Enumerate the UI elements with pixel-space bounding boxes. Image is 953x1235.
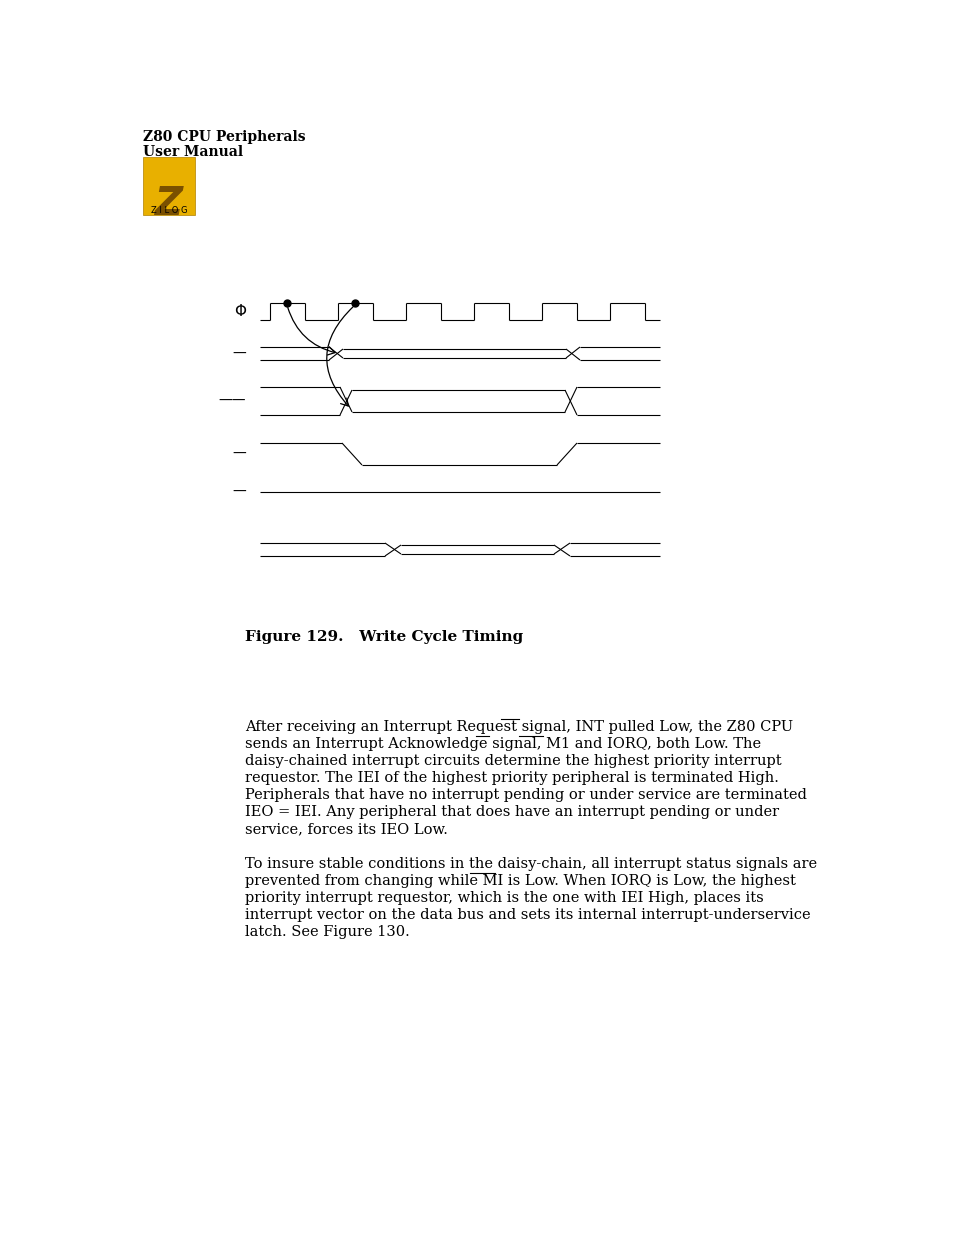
Text: service, forces its IEO Low.: service, forces its IEO Low.: [245, 823, 447, 836]
Text: ——: ——: [218, 394, 246, 408]
Text: —: —: [232, 485, 246, 499]
Text: Figure 129.   Write Cycle Timing: Figure 129. Write Cycle Timing: [245, 630, 522, 643]
Text: User Manual: User Manual: [143, 144, 243, 159]
Text: Z80 CPU Peripherals: Z80 CPU Peripherals: [143, 130, 305, 144]
Text: daisy-chained interrupt circuits determine the highest priority interrupt: daisy-chained interrupt circuits determi…: [245, 755, 781, 768]
Text: sends an Interrupt Acknowledge signal, M1 and IORQ, both Low. The: sends an Interrupt Acknowledge signal, M…: [245, 737, 760, 751]
Text: latch. See Figure 130.: latch. See Figure 130.: [245, 925, 410, 939]
Text: IEO = IEI. Any peripheral that does have an interrupt pending or under: IEO = IEI. Any peripheral that does have…: [245, 805, 779, 819]
Text: interrupt vector on the data bus and sets its internal interrupt-underservice: interrupt vector on the data bus and set…: [245, 908, 810, 923]
Bar: [143, 157, 194, 215]
Text: Z I L O G: Z I L O G: [151, 206, 187, 215]
Text: After receiving an Interrupt Request signal, INT pulled Low, the Z80 CPU: After receiving an Interrupt Request sig…: [245, 720, 792, 734]
FancyArrowPatch shape: [326, 308, 353, 406]
Text: Peripherals that have no interrupt pending or under service are terminated: Peripherals that have no interrupt pendi…: [245, 788, 806, 802]
Text: —: —: [232, 447, 246, 461]
Text: prevented from changing while MI is Low. When IORQ is Low, the highest: prevented from changing while MI is Low.…: [245, 874, 795, 888]
Text: Z: Z: [154, 185, 183, 224]
Text: To insure stable conditions in the daisy-chain, all interrupt status signals are: To insure stable conditions in the daisy…: [245, 857, 817, 871]
Text: requestor. The IEI of the highest priority peripheral is terminated High.: requestor. The IEI of the highest priori…: [245, 771, 778, 785]
Text: priority interrupt requestor, which is the one with IEI High, places its: priority interrupt requestor, which is t…: [245, 890, 763, 905]
Text: Φ: Φ: [233, 304, 246, 319]
Text: —: —: [232, 347, 246, 361]
FancyArrowPatch shape: [288, 308, 335, 354]
